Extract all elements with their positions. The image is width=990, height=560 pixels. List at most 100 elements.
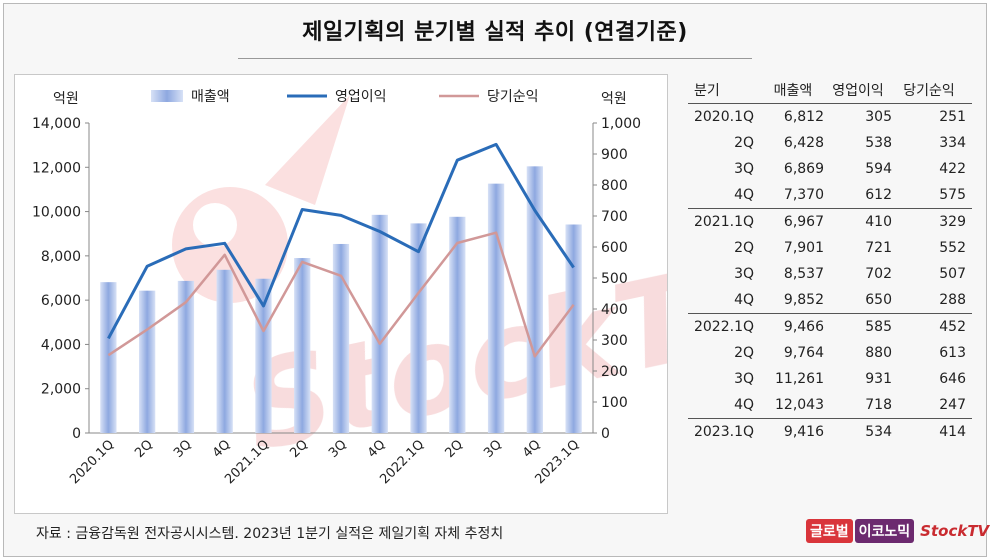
left-tick-label: 12,000 [32,160,81,176]
x-tick-label: 3Q [481,437,505,461]
bar-revenue [216,269,233,433]
right-tick-label: 900 [601,147,628,163]
x-tick-label: 2Q [442,437,466,461]
cell-quarter: 2022.1Q [693,319,754,335]
line-operating-income [107,142,575,340]
col-header-quarter: 분기 [694,83,720,99]
cell-revenue: 9,764 [783,345,824,361]
cell-revenue: 6,869 [783,161,824,177]
cell-net: 552 [939,240,966,256]
legend-label-revenue: 매출액 [191,89,230,105]
cell-operating: 585 [865,319,892,335]
bar-revenue [526,166,543,434]
bar-revenue [565,224,582,433]
cell-revenue: 6,812 [783,109,824,125]
cell-quarter: 3Q [734,266,754,282]
table-row: 3Q 8,537 702 507 [688,261,972,287]
x-tick-label: 2020.1Q [67,437,117,487]
right-tick-label: 0 [601,426,610,442]
bar-revenue [100,282,117,433]
table-row: 2020.1Q 6,812 305 251 [688,104,972,130]
right-tick-label: 600 [601,240,628,256]
cell-quarter: 4Q [734,397,754,413]
cell-quarter: 2021.1Q [693,214,754,230]
left-tick-label: 2,000 [41,382,81,398]
left-axis-unit: 억원 [53,91,79,107]
cell-revenue: 9,466 [783,319,824,335]
cell-operating: 650 [865,292,892,308]
cell-net: 247 [939,397,966,413]
legend: 매출액 영업이익 당기순익 [151,89,539,105]
right-tick-label: 200 [601,364,628,380]
cell-operating: 721 [865,240,892,256]
bar-revenue [449,216,466,433]
cell-quarter: 3Q [734,161,754,177]
right-tick-label: 1,000 [601,116,641,132]
table-row: 4Q 7,370 612 575 [688,182,972,209]
bar-series [100,166,582,434]
cell-net: 329 [939,214,966,230]
cell-operating: 612 [865,187,892,203]
cell-quarter: 4Q [734,187,754,203]
cell-revenue: 7,901 [783,240,824,256]
title-underline [238,58,752,59]
left-tick-label: 6,000 [41,293,81,309]
bar-revenue [487,183,505,433]
logo-stocktv: StockTV [920,522,990,540]
cell-quarter: 2023.1Q [693,424,754,440]
legend-swatch-revenue [151,90,183,102]
cell-net: 251 [939,109,966,125]
x-tick-label: 4Q [520,437,544,461]
right-tick-label: 500 [601,271,628,287]
data-table: 분기 매출액 영업이익 당기순익 2020.1Q 6,812 305 251 2Q 6,4… [688,77,972,445]
page-title: 제일기획의 분기별 실적 추이 (연결기준) [302,20,688,45]
cell-operating: 410 [865,214,892,230]
cell-net: 575 [939,187,966,203]
x-tick-label: 2Q [132,437,156,461]
source-note: 자료 : 금융감독원 전자공시시스템. 2023년 1분기 실적은 제일기획 자… [36,526,504,542]
cell-revenue: 8,537 [783,266,824,282]
brand-logos: 글로벌 이코노믹 StockTV [806,517,989,545]
cell-revenue: 7,370 [783,187,824,203]
cell-revenue: 11,261 [775,371,824,387]
cell-operating: 538 [865,135,892,151]
right-axis-unit: 억원 [601,91,627,107]
cell-net: 334 [939,135,966,151]
bar-revenue [332,243,350,433]
table-row: 2021.1Q 6,967 410 329 [688,209,972,235]
cell-revenue: 12,043 [775,397,824,413]
table-row: 4Q 9,852 650 288 [688,287,972,314]
table-row: 2022.1Q 9,466 585 452 [688,314,972,340]
cell-revenue: 9,852 [783,292,824,308]
cell-net: 452 [939,319,966,335]
right-tick-label: 400 [601,302,628,318]
cell-net: 422 [939,161,966,177]
bar-revenue [410,223,427,433]
table-row: 4Q 12,043 718 247 [688,392,972,419]
logo-global: 글로벌 [806,519,853,543]
cell-net: 507 [939,266,966,282]
legend-label-net: 당기순익 [487,89,539,105]
bar-revenue [294,258,311,433]
right-tick-label: 100 [601,395,628,411]
combo-chart: StockTV 02,0004,0006,0008,00010,00012,00… [32,89,667,487]
left-tick-label: 14,000 [32,116,81,132]
table-row: 2Q 9,764 880 613 [688,340,972,366]
cell-revenue: 6,428 [783,135,824,151]
right-tick-label: 800 [601,178,628,194]
table-body: 2020.1Q 6,812 305 251 2Q 6,428 538 334 3Q 6,869 59… [688,104,972,445]
logo-economic: 이코노믹 [854,519,915,543]
cell-operating: 534 [865,424,892,440]
cell-operating: 718 [865,397,892,413]
cell-revenue: 9,416 [783,424,824,440]
chart-panel: StockTV 0 2,000 4,000 6,000 8,000 10,000 12,00… [14,74,668,514]
table-row: 2Q 6,428 538 334 [688,130,972,156]
x-tick-label: 4Q [210,437,234,461]
col-header-operating: 영업이익 [832,83,884,99]
cell-net: 613 [939,345,966,361]
cell-net: 646 [939,371,966,387]
line-series [107,142,575,358]
line-net-income [107,231,575,358]
right-tick-label: 300 [601,333,628,349]
col-header-net: 당기순익 [903,83,955,99]
